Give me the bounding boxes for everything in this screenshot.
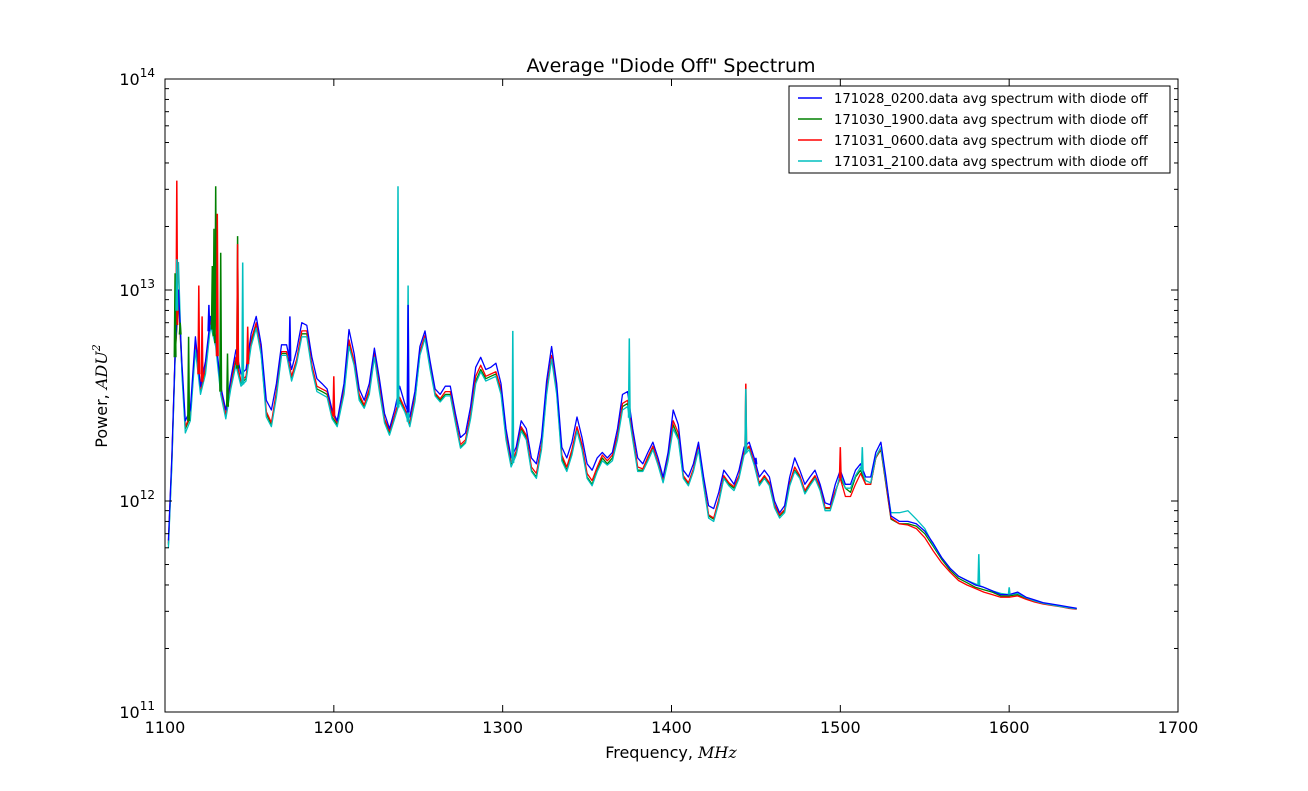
x-tick-label: 1500 xyxy=(820,718,861,737)
spike-mark-20 xyxy=(332,376,336,417)
x-tick-label: 1300 xyxy=(482,718,523,737)
spike-mark-19 xyxy=(288,316,292,362)
spike-mark-21 xyxy=(396,186,400,408)
spike-mark-24 xyxy=(511,330,515,464)
spike-mark-17 xyxy=(241,262,245,385)
legend-label-4: 171031_2100.data avg spectrum with diode… xyxy=(834,155,1149,170)
spike-mark-2 xyxy=(173,273,177,358)
spike-mark-12 xyxy=(215,213,219,357)
y-axis-label-text: Power, xyxy=(92,394,111,447)
y-tick-label: 1012 xyxy=(119,488,155,511)
spike-mark-8 xyxy=(207,304,211,332)
series-line-4 xyxy=(167,261,1077,610)
spike-mark-28 xyxy=(754,457,758,465)
legend-label-2: 171030_1900.data avg spectrum with diode… xyxy=(834,113,1149,128)
axes-layer: 1100 1200 1300 1400 1500 1600 1700 1011 1012 1013… xyxy=(119,66,1198,737)
spike-mark-4 xyxy=(178,322,182,335)
y-tick-label: 1013 xyxy=(119,277,155,300)
x-axis-label-unit: MHz xyxy=(697,743,737,762)
x-tick-label: 1700 xyxy=(1158,718,1199,737)
chart-title: Average "Diode Off" Spectrum xyxy=(526,55,815,77)
spike-mark-25 xyxy=(627,338,631,418)
x-axis-label-text: Frequency, xyxy=(605,743,693,762)
spike-mark-13 xyxy=(219,252,223,392)
y-axis-label: Power, ADU2 xyxy=(90,344,111,447)
spike-mark-30 xyxy=(860,447,864,472)
y-axis-label-exp: 2 xyxy=(90,344,103,352)
x-axis-label: Frequency, MHz xyxy=(605,743,737,762)
series-layer xyxy=(167,180,1077,610)
spike-mark-18 xyxy=(246,326,250,365)
spike-mark-16 xyxy=(236,244,240,366)
x-tick-label: 1400 xyxy=(651,718,692,737)
spike-mark-5 xyxy=(187,336,191,421)
x-tick-label: 1600 xyxy=(989,718,1030,737)
spike-mark-23 xyxy=(406,304,410,413)
x-tick-label: 1200 xyxy=(313,718,354,737)
legend-box xyxy=(788,85,1171,174)
spike-mark-27 xyxy=(744,388,748,454)
legend-label-1: 171028_0200.data avg spectrum with diode… xyxy=(834,92,1149,107)
y-tick-label: 1011 xyxy=(119,699,155,722)
spike-mark-14 xyxy=(225,353,230,407)
spike-mark-3 xyxy=(175,259,179,311)
y-axis-label-unit: ADU xyxy=(92,351,111,391)
x-tick-label: 1100 xyxy=(145,718,186,737)
spike-mark-31 xyxy=(977,554,981,586)
spike-mark-7 xyxy=(200,316,204,382)
spike-mark-29 xyxy=(838,447,842,479)
spike-mark-32 xyxy=(1007,587,1011,595)
legend: 171028_0200.data avg spectrum with diode… xyxy=(788,85,1171,174)
legend-label-3: 171031_0600.data avg spectrum with diode… xyxy=(834,134,1149,149)
spike-mark-6 xyxy=(197,285,201,375)
series-line-3 xyxy=(167,294,1077,610)
y-tick-label: 1014 xyxy=(119,66,155,89)
